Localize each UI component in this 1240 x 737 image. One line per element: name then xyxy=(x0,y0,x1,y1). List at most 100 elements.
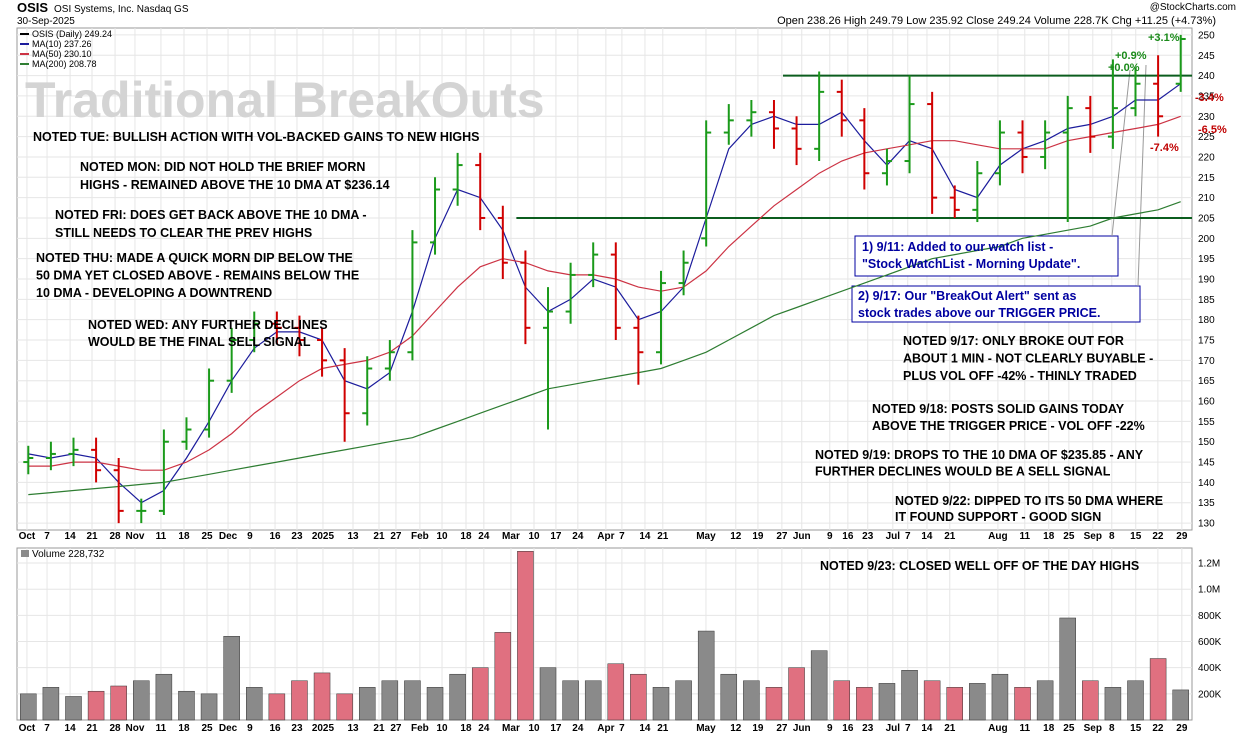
volume-bar xyxy=(313,672,331,721)
x-tick-label: 27 xyxy=(390,531,402,542)
x-tick-label: 17 xyxy=(550,723,562,734)
x-tick-label: 25 xyxy=(1063,531,1075,542)
x-tick-label: 19 xyxy=(752,531,764,542)
volume-bar xyxy=(697,630,715,721)
x-tick-label: 15 xyxy=(1130,723,1142,734)
percent-label: +0.0% xyxy=(1108,62,1140,74)
annotation: NOTED 9/23: CLOSED WELL OFF OF THE DAY H… xyxy=(820,559,1139,573)
y-tick-label: 1.2M xyxy=(1198,559,1220,570)
x-tick-label: 21 xyxy=(944,723,956,734)
legend-label: Volume 228,732 xyxy=(32,549,105,560)
callout-pointer xyxy=(1137,64,1147,287)
annotation: FURTHER DECLINES WOULD BE A SELL SIGNAL xyxy=(815,465,1111,479)
volume-bar xyxy=(856,687,873,721)
y-tick-label: 230 xyxy=(1198,112,1215,123)
x-tick-label: 14 xyxy=(65,723,77,734)
annotation: IT FOUND SUPPORT - GOOD SIGN xyxy=(895,510,1101,524)
y-tick-label: 190 xyxy=(1198,275,1215,286)
x-tick-label: 21 xyxy=(86,531,98,542)
annotation: NOTED TUE: BULLISH ACTION WITH VOL-BACKE… xyxy=(33,130,480,144)
percent-label: +0.9% xyxy=(1115,50,1147,62)
x-tick-label: 17 xyxy=(550,531,562,542)
legend-label: MA(10) 237.26 xyxy=(32,39,92,49)
volume-bar xyxy=(471,667,489,721)
volume-bar xyxy=(1036,680,1054,721)
x-tick-label: 23 xyxy=(291,531,303,542)
annotation: 50 DMA YET CLOSED ABOVE - REMAINS BELOW … xyxy=(36,269,359,283)
x-tick-label: 10 xyxy=(528,531,540,542)
x-tick-label: 18 xyxy=(178,723,190,734)
y-tick-label: 800K xyxy=(1198,611,1222,622)
x-tick-label: 29 xyxy=(1176,723,1188,734)
callout-text: stock trades above our TRIGGER PRICE. xyxy=(858,306,1100,320)
volume-bar xyxy=(110,685,127,721)
y-tick-label: 140 xyxy=(1198,478,1215,489)
x-tick-label: Dec xyxy=(219,531,238,542)
x-tick-label: Oct xyxy=(19,531,36,542)
y-tick-label: 130 xyxy=(1198,519,1215,530)
y-tick-label: 185 xyxy=(1198,295,1215,306)
x-tick-label: 9 xyxy=(827,531,833,542)
percent-label: -7.4% xyxy=(1150,142,1179,154)
x-tick-label: 21 xyxy=(657,723,669,734)
annotation: ABOVE THE TRIGGER PRICE - VOL OFF -22% xyxy=(872,419,1145,433)
volume-bar xyxy=(20,693,37,721)
x-tick-label: 27 xyxy=(776,723,788,734)
x-tick-label: Nov xyxy=(125,531,144,542)
volume-bar xyxy=(652,687,670,721)
x-tick-label: 11 xyxy=(1019,723,1030,734)
y-tick-label: 245 xyxy=(1198,51,1215,62)
volume-bar xyxy=(178,690,195,721)
x-tick-label: 11 xyxy=(156,531,167,542)
x-tick-label: 9 xyxy=(247,531,253,542)
y-tick-label: 135 xyxy=(1198,498,1215,509)
x-tick-label: 25 xyxy=(201,531,213,542)
volume-bar xyxy=(404,680,421,721)
y-tick-label: 160 xyxy=(1198,397,1215,408)
volume-bar xyxy=(1127,680,1144,721)
grid xyxy=(17,28,1192,720)
callout-box xyxy=(851,285,1141,323)
x-tick-label: 11 xyxy=(1019,531,1030,542)
volume-bar xyxy=(87,690,105,721)
volume-bar xyxy=(268,693,286,721)
annotation: NOTED 9/17: ONLY BROKE OUT FOR xyxy=(903,334,1124,348)
volume-bar xyxy=(969,683,986,721)
volume-bar xyxy=(878,683,896,721)
y-tick-label: 200K xyxy=(1198,689,1222,700)
moving-average xyxy=(28,83,1182,504)
y-tick-label: 235 xyxy=(1198,91,1215,102)
volume-bar xyxy=(1059,617,1076,721)
x-tick-label: Aug xyxy=(988,531,1007,542)
volume-bar xyxy=(539,667,557,721)
volume-bar xyxy=(426,687,444,721)
x-tick-label: 7 xyxy=(44,723,50,734)
x-tick-label: 21 xyxy=(944,531,956,542)
x-tick-label: Sep xyxy=(1084,531,1102,542)
x-tick-label: Mar xyxy=(502,531,520,542)
legend-label: MA(50) 230.10 xyxy=(32,49,92,59)
x-tick-label: 14 xyxy=(65,531,77,542)
legend-label: OSIS (Daily) 249.24 xyxy=(32,29,112,39)
volume-bar xyxy=(901,670,918,721)
x-tick-label: Oct xyxy=(19,723,36,734)
x-tick-label: 14 xyxy=(639,723,651,734)
volume-bar xyxy=(449,673,466,721)
volume-bar xyxy=(810,650,828,721)
volume-bar xyxy=(336,693,353,721)
volume-bar xyxy=(133,680,150,721)
legend-label: MA(200) 208.78 xyxy=(32,59,97,69)
x-tick-label: Apr xyxy=(597,531,614,542)
symbol: OSIS xyxy=(17,0,48,15)
x-tick-label: 24 xyxy=(478,531,490,542)
x-tick-label: 13 xyxy=(347,531,359,542)
volume-bar xyxy=(675,680,692,721)
x-tick-label: 22 xyxy=(1152,723,1164,734)
y-tick-label: 195 xyxy=(1198,254,1215,265)
x-tick-label: 19 xyxy=(752,723,764,734)
y-tick-label: 145 xyxy=(1198,458,1215,469)
volume-bar xyxy=(1104,687,1122,721)
x-tick-label: 2025 xyxy=(312,531,335,542)
volume-bar xyxy=(991,673,1009,721)
